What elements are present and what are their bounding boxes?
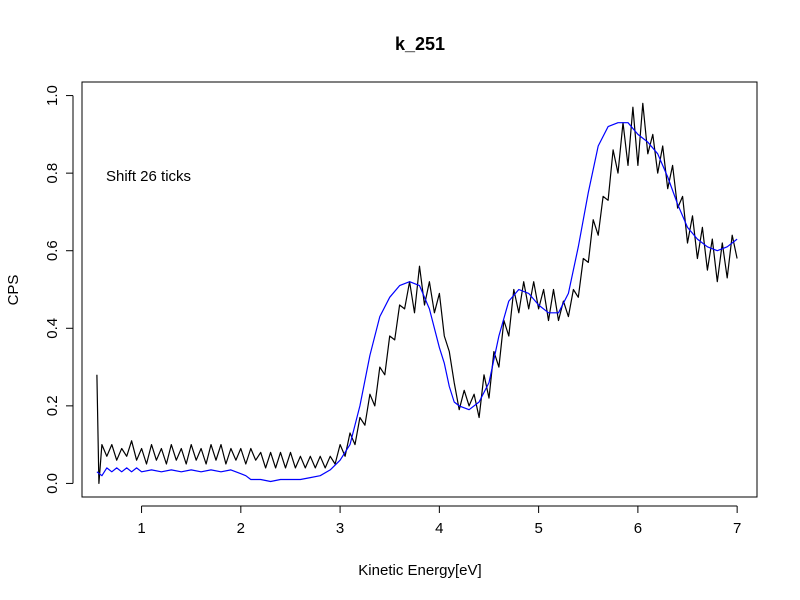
x-tick-label: 7 (733, 520, 741, 537)
y-tick-label: 0.0 (44, 473, 61, 494)
y-axis: 0.0 0.2 0.4 0.6 0.8 1.0 (44, 85, 74, 494)
x-tick-label: 4 (435, 520, 443, 537)
plot-frame (81, 81, 758, 498)
y-tick-label: 0.2 (44, 395, 61, 416)
chart-title: k_251 (395, 34, 445, 54)
x-tick-label: 1 (137, 520, 145, 537)
y-axis-label: CPS (5, 275, 22, 306)
x-tick-label: 6 (634, 520, 642, 537)
x-tick-label: 2 (237, 520, 245, 537)
x-tick-label: 5 (534, 520, 542, 537)
y-tick-label: 1.0 (44, 85, 61, 106)
series-layer (96, 102, 738, 484)
x-axis-label: Kinetic Energy[eV] (358, 562, 481, 579)
y-tick-label: 0.6 (44, 240, 61, 261)
series-line-blue (96, 122, 738, 483)
shift-annotation: Shift 26 ticks (106, 168, 191, 185)
y-tick-label: 0.4 (44, 318, 61, 339)
x-tick-label: 3 (336, 520, 344, 537)
series-line-black (96, 102, 738, 484)
y-tick-label: 0.8 (44, 163, 61, 184)
x-axis: 1 2 3 4 5 6 7 (137, 505, 741, 537)
